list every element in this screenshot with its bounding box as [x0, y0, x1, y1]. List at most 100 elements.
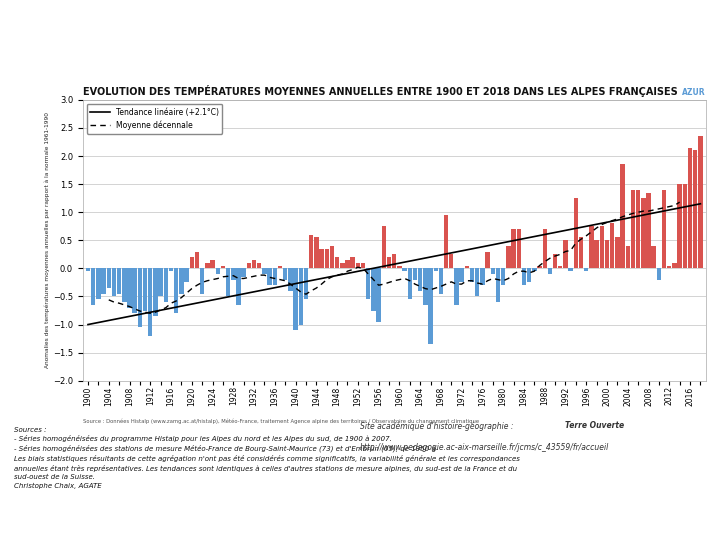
- Bar: [174, 268, 179, 313]
- Bar: [335, 257, 339, 268]
- Bar: [423, 268, 428, 305]
- Bar: [574, 198, 578, 268]
- Bar: [304, 268, 308, 299]
- Bar: [470, 268, 474, 282]
- Bar: [288, 268, 292, 291]
- Bar: [522, 268, 526, 285]
- Bar: [325, 249, 329, 268]
- Bar: [428, 268, 433, 344]
- Bar: [698, 137, 703, 268]
- Bar: [693, 151, 698, 268]
- Bar: [485, 252, 490, 268]
- Bar: [117, 268, 122, 294]
- Bar: [397, 266, 402, 268]
- Bar: [189, 257, 194, 268]
- Bar: [107, 268, 111, 288]
- Bar: [657, 268, 661, 280]
- Bar: [532, 268, 536, 271]
- Bar: [584, 268, 588, 271]
- Bar: [683, 184, 687, 268]
- Bar: [96, 268, 101, 299]
- Bar: [418, 268, 423, 291]
- Y-axis label: Anomalies des températures moyennes annuelles par rapport à la normale 1961-1990: Anomalies des températures moyennes annu…: [45, 112, 50, 368]
- Bar: [262, 268, 266, 274]
- Bar: [464, 266, 469, 268]
- Bar: [168, 268, 174, 271]
- Bar: [340, 263, 344, 268]
- Text: http://www.pedagogie.ac-aix-marseille.fr/jcms/c_43559/fr/accueil: http://www.pedagogie.ac-aix-marseille.fr…: [360, 443, 609, 452]
- Bar: [449, 254, 454, 268]
- Bar: [459, 268, 464, 282]
- Bar: [148, 268, 153, 336]
- Bar: [563, 240, 567, 268]
- Bar: [652, 246, 656, 268]
- Bar: [102, 268, 106, 294]
- Bar: [454, 268, 459, 305]
- Bar: [579, 238, 583, 268]
- Bar: [438, 268, 443, 294]
- Bar: [221, 266, 225, 268]
- Bar: [589, 226, 593, 268]
- Bar: [408, 268, 412, 299]
- Bar: [231, 268, 235, 280]
- Bar: [511, 229, 516, 268]
- Bar: [366, 268, 371, 299]
- Bar: [184, 268, 189, 282]
- Bar: [153, 268, 158, 316]
- Bar: [226, 268, 230, 296]
- Bar: [299, 268, 303, 325]
- Bar: [621, 165, 625, 268]
- Bar: [195, 252, 199, 268]
- Bar: [615, 238, 620, 268]
- Bar: [247, 263, 251, 268]
- Bar: [688, 147, 692, 268]
- Bar: [293, 268, 298, 330]
- Bar: [501, 268, 505, 285]
- Bar: [667, 266, 672, 268]
- Bar: [600, 226, 604, 268]
- Bar: [158, 268, 163, 296]
- Bar: [475, 268, 480, 296]
- Bar: [558, 266, 562, 268]
- Bar: [252, 260, 256, 268]
- Bar: [179, 268, 184, 294]
- Bar: [314, 238, 318, 268]
- Bar: [537, 266, 541, 268]
- Bar: [351, 257, 355, 268]
- Text: Source : Données Histalp (www.zamg.ac.at/histalp), Météo-France, traitement Agen: Source : Données Histalp (www.zamg.ac.at…: [83, 418, 479, 424]
- Bar: [402, 268, 407, 271]
- Bar: [610, 224, 614, 268]
- Bar: [273, 268, 277, 285]
- Bar: [506, 246, 510, 268]
- Text: Terre Ouverte: Terre Ouverte: [565, 421, 624, 430]
- Bar: [626, 246, 630, 268]
- Bar: [241, 268, 246, 277]
- Text: AZUR: AZUR: [682, 88, 706, 97]
- Bar: [413, 268, 417, 280]
- Bar: [433, 268, 438, 271]
- Bar: [236, 268, 240, 305]
- Bar: [542, 229, 547, 268]
- Bar: [267, 268, 272, 285]
- Bar: [641, 198, 646, 268]
- Bar: [527, 268, 531, 282]
- Legend: Tendance linéaire (+2.1°C), Moyenne décennale: Tendance linéaire (+2.1°C), Moyenne déce…: [86, 104, 222, 134]
- Bar: [553, 254, 557, 268]
- Bar: [86, 268, 90, 271]
- Bar: [210, 260, 215, 268]
- Bar: [215, 268, 220, 274]
- Bar: [444, 215, 449, 268]
- Bar: [636, 190, 640, 268]
- Bar: [595, 240, 599, 268]
- Bar: [631, 190, 635, 268]
- Bar: [320, 249, 324, 268]
- Text: Sources :
- Séries homogénéisées du programme Histalp pour les Alpes du nord et : Sources : - Séries homogénéisées du prog…: [14, 427, 521, 489]
- Bar: [496, 268, 500, 302]
- Bar: [257, 263, 261, 268]
- Bar: [516, 229, 521, 268]
- Bar: [392, 254, 397, 268]
- Bar: [387, 257, 391, 268]
- Bar: [127, 268, 132, 308]
- Text: Site académique d'histoire-géographie :: Site académique d'histoire-géographie :: [360, 421, 516, 431]
- Bar: [372, 268, 376, 310]
